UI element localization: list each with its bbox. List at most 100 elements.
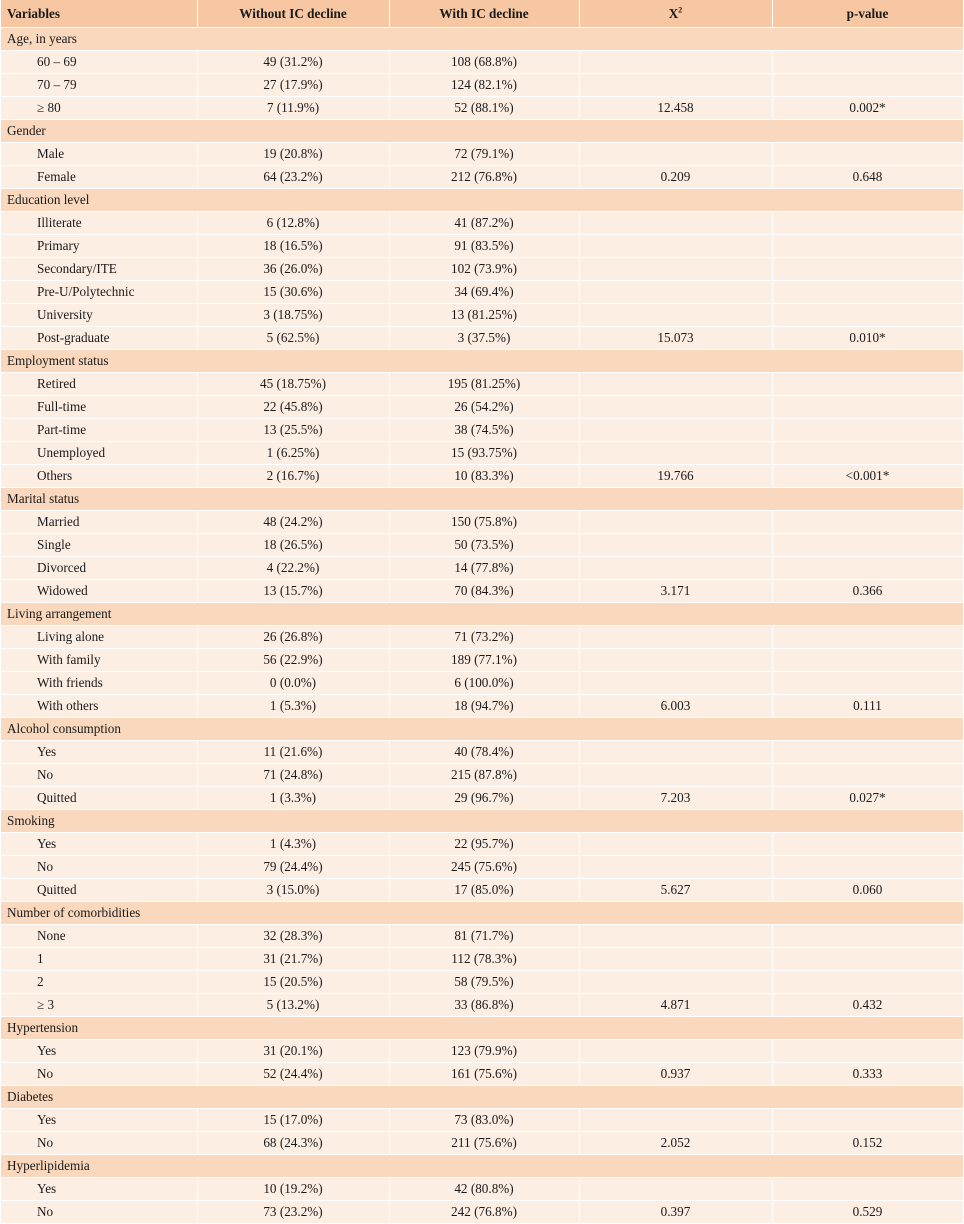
table-row: No 68 (24.3%) 211 (75.6%) 2.052 0.152: [1, 1131, 964, 1155]
with-ic-decline-cell: 73 (83.0%): [389, 1108, 580, 1132]
row-label: Yes: [1, 1177, 198, 1201]
without-ic-decline-cell: 1 (4.3%): [197, 832, 390, 856]
p-value-cell: [772, 970, 964, 994]
with-ic-decline-cell: 40 (78.4%): [389, 740, 580, 764]
without-ic-decline-cell: 4 (22.2%): [197, 556, 390, 580]
with-ic-decline-cell: 34 (69.4%): [389, 280, 580, 304]
without-ic-decline-cell: 56 (22.9%): [197, 648, 390, 672]
p-value-cell: [772, 924, 964, 948]
row-label: With others: [1, 694, 198, 718]
with-ic-decline-cell: 6 (100.0%): [389, 671, 580, 695]
table-row: ≥ 80 7 (11.9%) 52 (88.1%) 12.458 0.002*: [1, 96, 964, 120]
row-label: Unemployed: [1, 441, 198, 465]
with-ic-decline-cell: 41 (87.2%): [389, 211, 580, 235]
row-label: No: [1, 763, 198, 787]
chi-square-cell: [579, 855, 773, 879]
group-row: Number of comorbidities: [1, 901, 964, 925]
with-ic-decline-cell: 81 (71.7%): [389, 924, 580, 948]
chi-square-cell: 2.052: [579, 1131, 773, 1155]
row-label: Yes: [1, 740, 198, 764]
p-value-cell: [772, 671, 964, 695]
group-label: Hyperlipidemia: [1, 1154, 964, 1178]
table-row: Yes 11 (21.6%) 40 (78.4%): [1, 740, 964, 764]
without-ic-decline-cell: 27 (17.9%): [197, 73, 390, 97]
with-ic-decline-cell: 102 (73.9%): [389, 257, 580, 281]
table-row: 60 – 69 49 (31.2%) 108 (68.8%): [1, 50, 964, 74]
header-row: Variables Without IC decline With IC dec…: [1, 0, 964, 28]
chi-square-cell: [579, 211, 773, 235]
group-row: Living arrangement: [1, 602, 964, 626]
chi-square-cell: [579, 510, 773, 534]
p-value-cell: 0.060: [772, 878, 964, 902]
p-value-cell: [772, 280, 964, 304]
p-value-cell: [772, 257, 964, 281]
chi-square-cell: [579, 372, 773, 396]
group-row: Hyperlipidemia: [1, 1154, 964, 1178]
table-row: Divorced 4 (22.2%) 14 (77.8%): [1, 556, 964, 580]
group-label: Age, in years: [1, 27, 964, 51]
without-ic-decline-cell: 13 (15.7%): [197, 579, 390, 603]
table-row: Living alone 26 (26.8%) 71 (73.2%): [1, 625, 964, 649]
without-ic-decline-cell: 3 (18.75%): [197, 303, 390, 327]
row-label: ≥ 80: [1, 96, 198, 120]
table-row: Female 64 (23.2%) 212 (76.8%) 0.209 0.648: [1, 165, 964, 189]
chi-square-cell: 0.937: [579, 1062, 773, 1086]
group-label: Gender: [1, 119, 964, 143]
without-ic-decline-cell: 22 (45.8%): [197, 395, 390, 419]
table-row: Quitted 1 (3.3%) 29 (96.7%) 7.203 0.027*: [1, 786, 964, 810]
p-value-cell: [772, 510, 964, 534]
with-ic-decline-cell: 58 (79.5%): [389, 970, 580, 994]
with-ic-decline-cell: 71 (73.2%): [389, 625, 580, 649]
p-value-cell: [772, 763, 964, 787]
with-ic-decline-cell: 26 (54.2%): [389, 395, 580, 419]
row-label: 70 – 79: [1, 73, 198, 97]
without-ic-decline-cell: 3 (15.0%): [197, 878, 390, 902]
with-ic-decline-cell: 245 (75.6%): [389, 855, 580, 879]
without-ic-decline-cell: 71 (24.8%): [197, 763, 390, 787]
row-label: Yes: [1, 1039, 198, 1063]
p-value-cell: 0.010*: [772, 326, 964, 350]
row-label: 1: [1, 947, 198, 971]
with-ic-decline-cell: 189 (77.1%): [389, 648, 580, 672]
table-row: Primary 18 (16.5%) 91 (83.5%): [1, 234, 964, 258]
with-ic-decline-cell: 112 (78.3%): [389, 947, 580, 971]
chi-square-cell: [579, 418, 773, 442]
chi-square-cell: [579, 73, 773, 97]
p-value-cell: [772, 418, 964, 442]
without-ic-decline-cell: 52 (24.4%): [197, 1062, 390, 1086]
chi-square-cell: [579, 970, 773, 994]
table-row: Part-time 13 (25.5%) 38 (74.5%): [1, 418, 964, 442]
p-value-cell: [772, 441, 964, 465]
table-row: 1 31 (21.7%) 112 (78.3%): [1, 947, 964, 971]
chi-square-cell: 12.458: [579, 96, 773, 120]
table-row: Yes 1 (4.3%) 22 (95.7%): [1, 832, 964, 856]
with-ic-decline-cell: 211 (75.6%): [389, 1131, 580, 1155]
with-ic-decline-cell: 14 (77.8%): [389, 556, 580, 580]
with-ic-decline-cell: 91 (83.5%): [389, 234, 580, 258]
row-label: Primary: [1, 234, 198, 258]
group-label: Diabetes: [1, 1085, 964, 1109]
row-label: Retired: [1, 372, 198, 396]
without-ic-decline-cell: 15 (30.6%): [197, 280, 390, 304]
row-label: Divorced: [1, 556, 198, 580]
without-ic-decline-cell: 31 (21.7%): [197, 947, 390, 971]
table-row: Single 18 (26.5%) 50 (73.5%): [1, 533, 964, 557]
chi-square-cell: [579, 441, 773, 465]
group-label: Marital status: [1, 487, 964, 511]
chi-square-cell: [579, 648, 773, 672]
without-ic-decline-cell: 19 (20.8%): [197, 142, 390, 166]
with-ic-decline-cell: 242 (76.8%): [389, 1200, 580, 1224]
chi-square-cell: [579, 1039, 773, 1063]
chi-square-cell: [579, 50, 773, 74]
group-label: Smoking: [1, 809, 964, 833]
p-value-cell: [772, 234, 964, 258]
table-row: None 32 (28.3%) 81 (71.7%): [1, 924, 964, 948]
chi-square-cell: [579, 395, 773, 419]
with-ic-decline-cell: 212 (76.8%): [389, 165, 580, 189]
chi-square-cell: [579, 832, 773, 856]
p-value-cell: [772, 303, 964, 327]
without-ic-decline-cell: 79 (24.4%): [197, 855, 390, 879]
chi-square-cell: [579, 740, 773, 764]
group-row: Age, in years: [1, 27, 964, 51]
chi-square-cell: [579, 257, 773, 281]
